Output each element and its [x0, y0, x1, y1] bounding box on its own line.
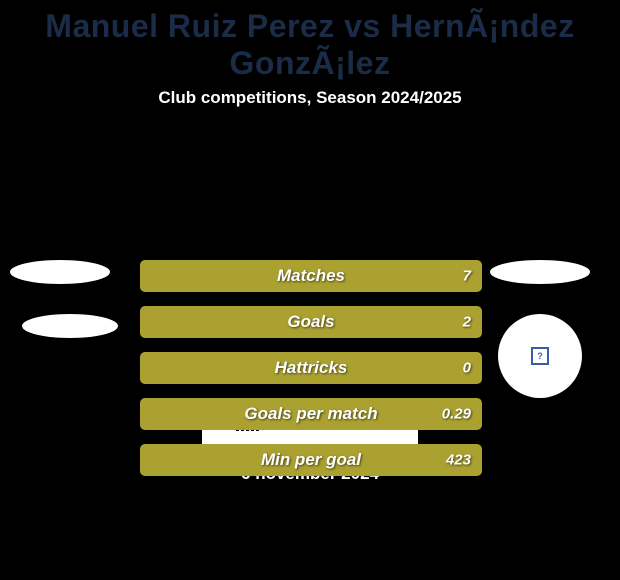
subtitle: Club competitions, Season 2024/2025	[0, 88, 620, 108]
stat-bar-label: Goals	[287, 312, 334, 332]
right-ellipse-top	[490, 260, 590, 284]
stat-bar-label: Hattricks	[275, 358, 348, 378]
stat-bar-value: 0.29	[442, 406, 471, 423]
stat-bar-min-per-goal: Min per goal 423	[140, 444, 482, 476]
stat-bar-value: 423	[446, 452, 471, 469]
chart-area: ? Matches7Goals2Hattricks0Goals per matc…	[0, 136, 620, 390]
stat-bar-label: Matches	[277, 266, 345, 286]
page-title: Manuel Ruiz Perez vs HernÃ¡ndez GonzÃ¡le…	[0, 0, 620, 82]
stat-bar-matches: Matches 7	[140, 260, 482, 292]
stat-bar-goals: Goals 2	[140, 306, 482, 338]
stat-bar-value: 7	[463, 268, 471, 285]
stat-bar-value: 2	[463, 314, 471, 331]
stat-bar-label: Min per goal	[261, 450, 361, 470]
stat-bar-hattricks: Hattricks 0	[140, 352, 482, 384]
left-ellipse-top	[10, 260, 110, 284]
left-ellipse-bottom	[22, 314, 118, 338]
info-icon: ?	[531, 347, 549, 365]
stat-bar-label: Goals per match	[244, 404, 377, 424]
stat-bar-goals-per-match: Goals per match 0.29	[140, 398, 482, 430]
stat-bar-value: 0	[463, 360, 471, 377]
right-circle: ?	[498, 314, 582, 398]
